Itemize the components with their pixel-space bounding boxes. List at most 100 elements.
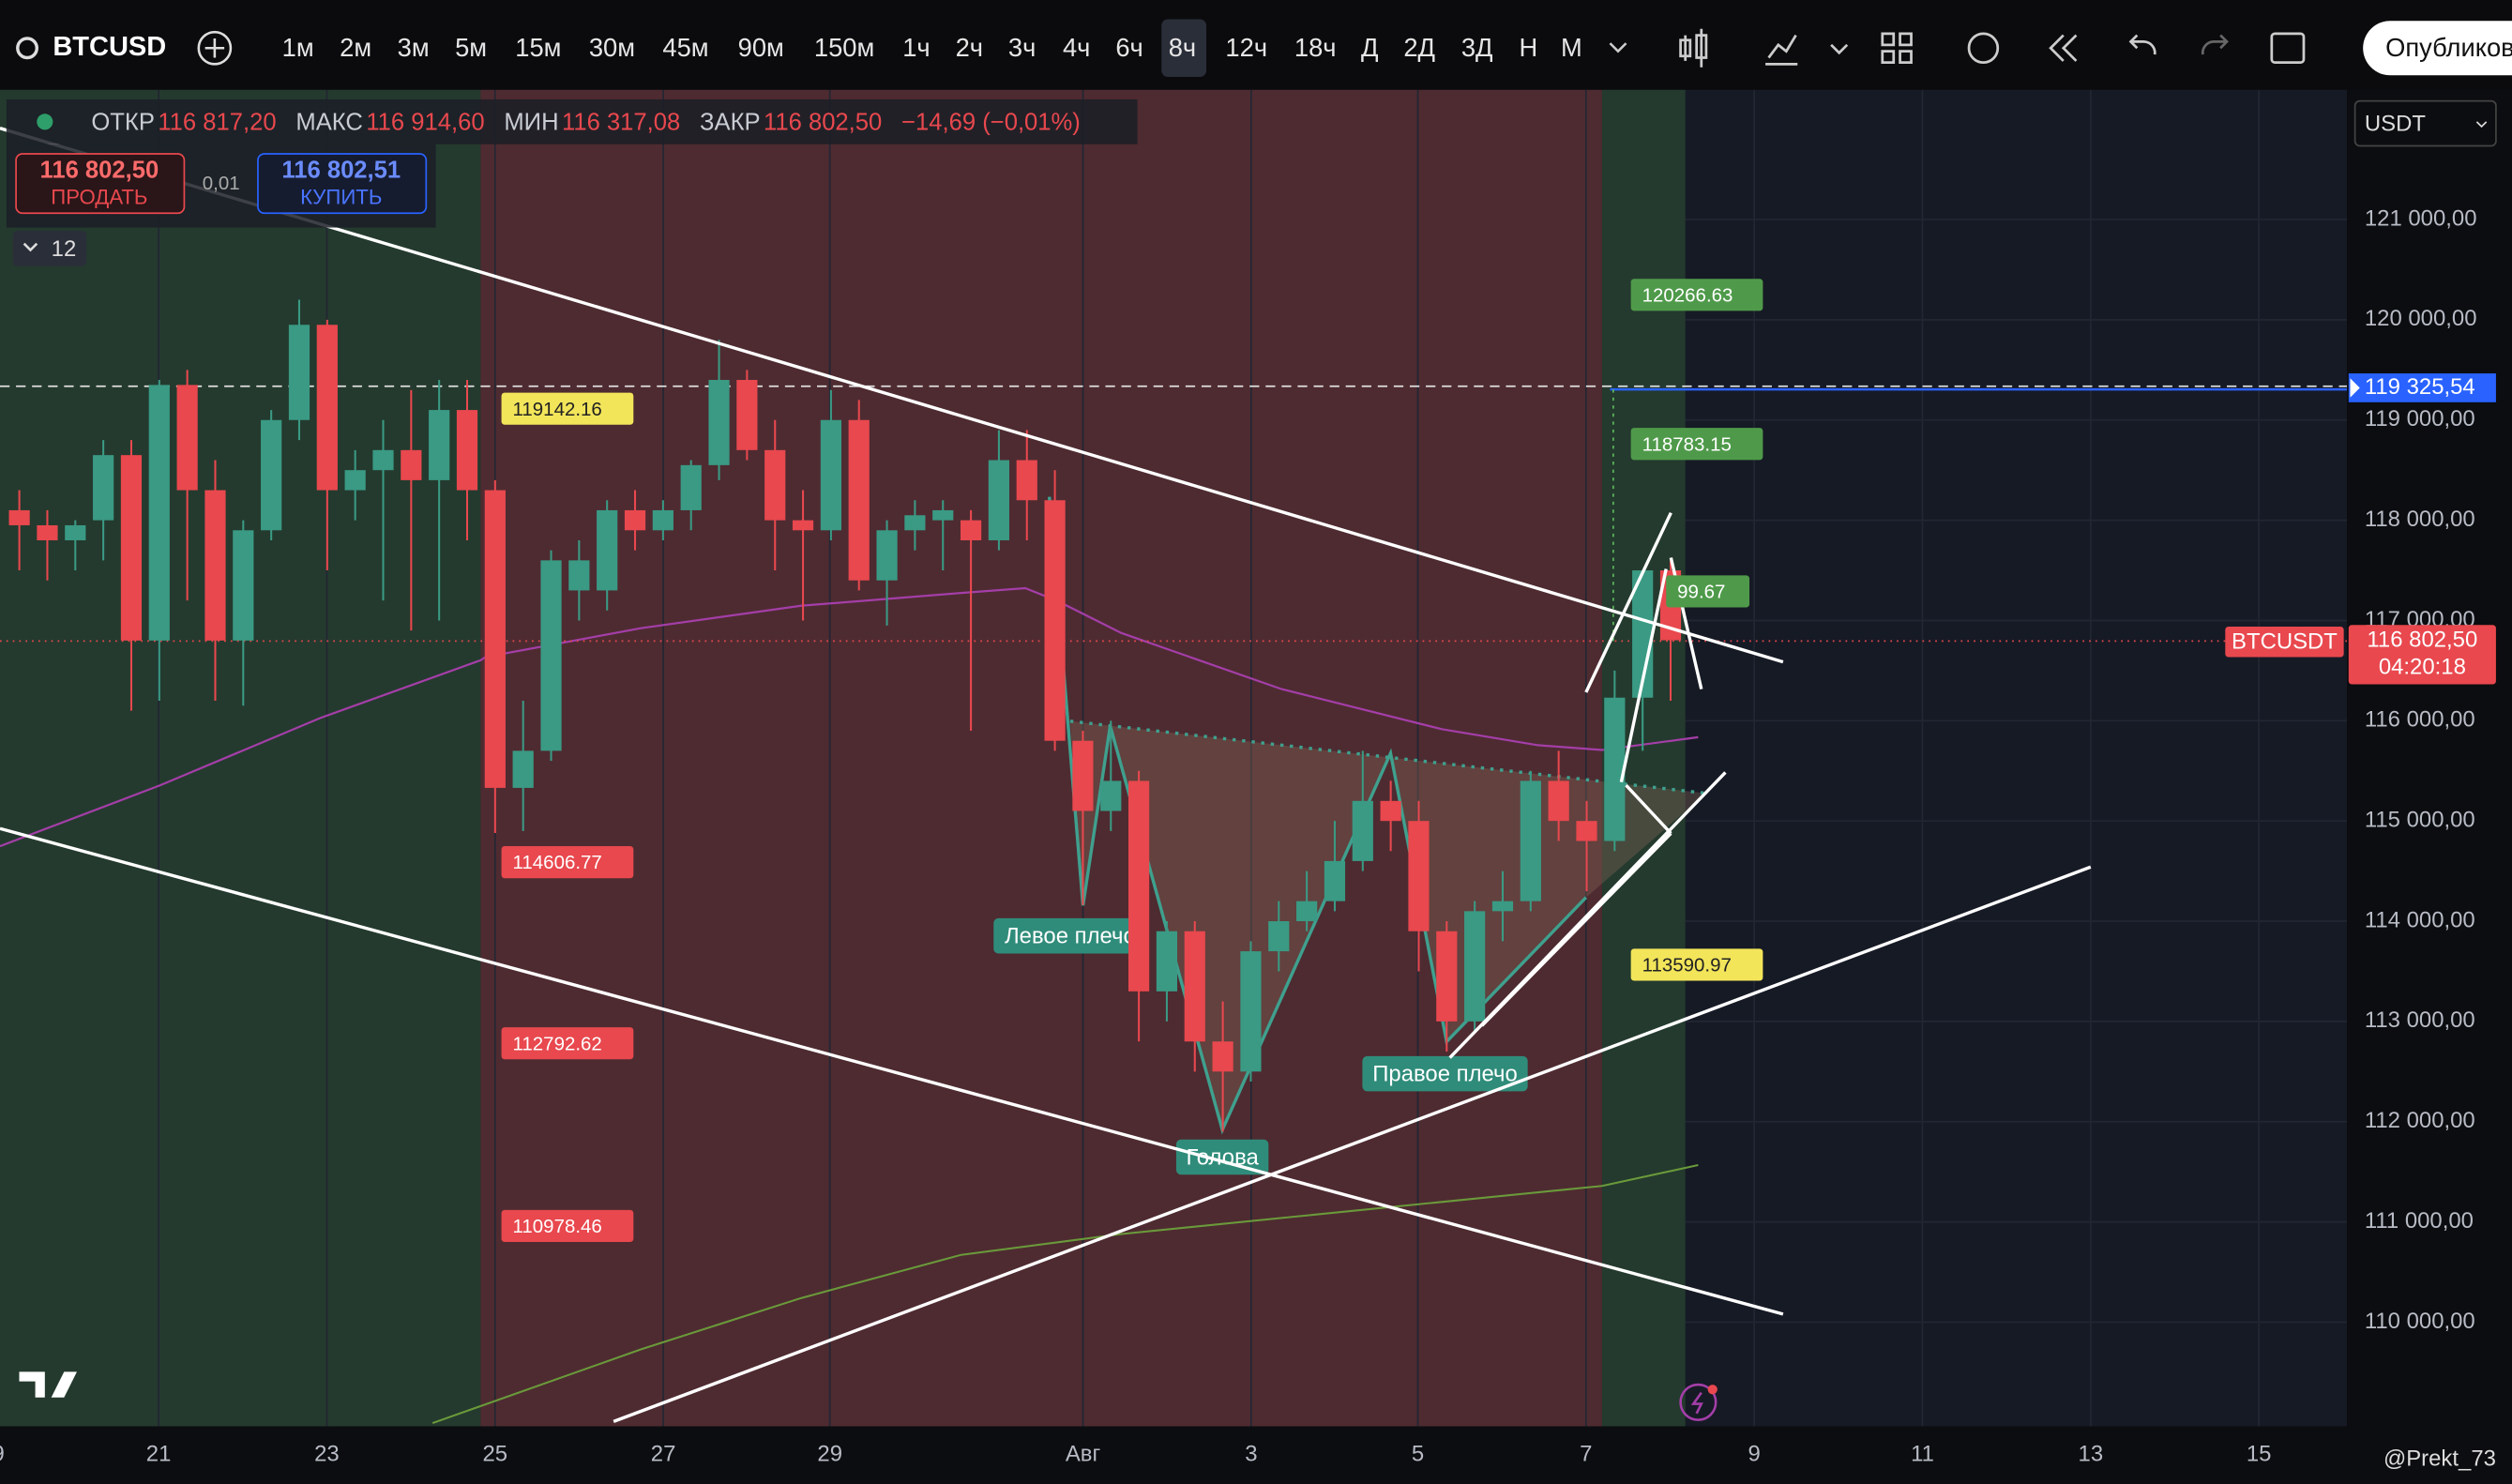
dropdown[interactable] [1609,42,1627,53]
timeframe[interactable]: 150м [814,33,874,62]
indicators-toggle[interactable] [12,231,87,266]
status-dot [37,114,53,130]
dropdown[interactable] [1830,43,1849,55]
currency[interactable]: USDT [2365,112,2426,137]
timeframe[interactable]: 90м [738,33,784,62]
candle-body [1352,800,1373,861]
indicators-count[interactable]: 12 [52,236,77,262]
timeframe[interactable]: 6ч [1115,33,1143,62]
timeframe[interactable]: 15м [515,33,561,62]
timeframe[interactable]: Д [1361,33,1379,62]
timeframe[interactable]: М [1561,33,1582,62]
redo-icon[interactable] [2201,34,2229,55]
symbol-tag [2225,626,2344,658]
add-symbol[interactable] [197,30,233,66]
price-label: 120 000,00 [2365,306,2477,331]
timeframe[interactable]: 2м [340,33,371,62]
layout-icon[interactable] [1881,32,1913,64]
replay-icon[interactable] [2049,34,2078,62]
chevron [2475,121,2488,129]
candle-body [372,449,394,471]
date-label: 5 [1412,1442,1424,1467]
high-label: МАКС [295,109,363,135]
buy-price[interactable]: 116 802,51 [281,158,401,184]
neckline [1069,719,1707,795]
toolbar [0,0,2512,90]
timeframe[interactable]: 3Д [1461,33,1493,62]
publish-label[interactable]: Опубликовать [2385,33,2512,62]
fullscreen-icon[interactable] [2270,32,2306,64]
candles [8,299,1682,1132]
candle-body [792,520,814,531]
undo-icon[interactable] [2128,34,2156,55]
price-note-bg [501,846,634,879]
candle-body [8,509,30,525]
timeframe[interactable]: 4ч [1063,33,1090,62]
price-note-bg [501,1027,634,1060]
search-icon[interactable] [16,37,38,60]
timeframe[interactable]: 18ч [1294,33,1337,62]
candle-body [540,560,562,751]
candle-body [1491,901,1514,912]
candle-body [764,449,786,521]
pattern-label-bg [1175,1139,1269,1175]
currency-select[interactable] [2353,99,2497,147]
timeframe[interactable]: 5м [455,33,487,62]
chevron [23,242,38,252]
date-axis [0,1426,2512,1484]
price-note: 112792.62 [513,1033,602,1054]
pattern-label-bg [1362,1055,1528,1092]
ohlc-legend: ОТКР 116 817,20 МАКС 116 914,60 МИН 116 317… [91,109,1080,135]
buy-button[interactable] [257,153,428,215]
date-labels: 19 21 23 25 27 29 Авг 3 5 7 9 11 13 15 [0,1442,2271,1467]
candle-body [680,464,702,510]
price-note-bg [1630,279,1763,311]
legend-bg [6,98,1138,144]
symbol[interactable]: BTCUSD [53,32,166,62]
alert-icon[interactable] [1967,32,2000,64]
timeframes: 1м 2м 3м 5м 15м 30м 45м 90м 150м 1ч 2ч 3ч 4ч 6ч 8ч 12ч 1… [282,33,1582,62]
date-label: 19 [0,1442,5,1467]
lightning-button[interactable] [1679,1383,1718,1421]
candle-body [1016,460,1037,501]
sell-label[interactable]: ПРОДАТЬ [51,186,147,209]
date-label: 9 [1748,1442,1761,1467]
price-label: 118 000,00 [2365,507,2475,532]
price-label: 110 000,00 [2365,1309,2475,1334]
price-labels: 121 000,00 120 000,00 119 000,00 118 000,00… [2365,205,2477,1333]
candle-icon[interactable] [1679,28,1708,68]
active-timeframe-bg [1161,19,1207,78]
candle-body [1127,780,1150,992]
buy-label[interactable]: КУПИТЬ [300,186,382,209]
candle-body [512,750,534,788]
open: 116 817,20 [158,109,276,135]
trend-line [0,826,1784,1316]
timeframe[interactable]: 8ч [1169,33,1196,62]
ma-green [431,1164,1699,1425]
session-red [480,89,1602,1427]
timeframe[interactable]: 2Д [1403,33,1435,62]
sell-button[interactable] [15,153,186,215]
sell-price[interactable]: 116 802,50 [40,158,159,184]
timeframe[interactable]: Н [1519,33,1537,62]
timeframe[interactable]: 12ч [1225,33,1267,62]
candle-body [65,524,86,540]
candle-body [988,460,1010,540]
candle-body [316,325,338,491]
candle-body [960,520,982,540]
timeframe[interactable]: 3ч [1008,33,1036,62]
spread: 0,01 [203,173,240,194]
price-label: 112 000,00 [2365,1108,2475,1133]
indicator-icon[interactable] [1765,34,1798,66]
timeframe[interactable]: 30м [589,33,635,62]
date-label: 25 [482,1442,507,1467]
timeframe[interactable]: 1ч [902,33,930,62]
candle-body [93,455,114,521]
candle-body [568,560,590,591]
timeframe[interactable]: 1м [282,33,314,62]
timeframe[interactable]: 3м [398,33,430,62]
price-note: 114606.77 [513,852,602,873]
timeframe[interactable]: 45м [662,33,708,62]
publish-button[interactable] [2363,21,2512,76]
timeframe[interactable]: 2ч [956,33,983,62]
